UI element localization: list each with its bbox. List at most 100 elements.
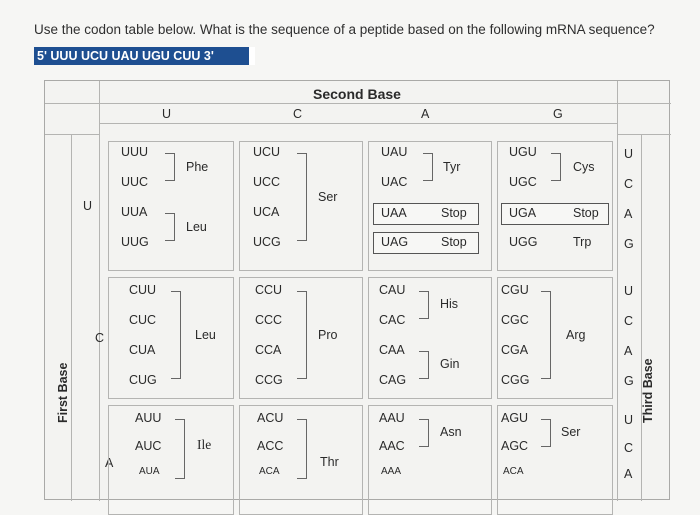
column-header-divider — [99, 123, 617, 124]
column-header-a: A — [421, 107, 430, 121]
codon-cgg: CGG — [501, 373, 530, 387]
codon-uau: UAU — [381, 145, 408, 159]
codon-acc: ACC — [257, 439, 284, 453]
codon-cau: CAU — [379, 283, 406, 297]
sequence-highlight-edge — [249, 47, 255, 65]
codon-ccu: CCU — [255, 283, 283, 297]
bracket-thr — [297, 419, 307, 479]
cell-ua — [368, 141, 492, 271]
codon-cgu: CGU — [501, 283, 529, 297]
codon-uaa: UAA — [381, 206, 407, 220]
cell-uc — [239, 141, 363, 271]
bracket-pro — [297, 291, 307, 379]
codon-ucc: UCC — [253, 175, 281, 189]
codon-aca: ACA — [259, 466, 280, 477]
aa-leu: Leu — [186, 220, 207, 234]
aa-thr: Thr — [320, 455, 339, 469]
codon-cag: CAG — [379, 373, 407, 387]
third-base-inner-line — [641, 135, 642, 501]
codon-acu: ACU — [257, 411, 284, 425]
stop-box-uga — [501, 203, 609, 225]
cell-cg — [497, 277, 613, 399]
codon-uua: UUA — [121, 205, 148, 219]
cell-ca — [368, 277, 492, 399]
aa-ser-a: Ser — [561, 425, 581, 439]
codon-ugg: UGG — [509, 235, 538, 249]
codon-aac: AAC — [379, 439, 405, 453]
codon-uuu: UUU — [121, 145, 149, 159]
bracket-arg — [541, 291, 551, 379]
aa-stop-uag: Stop — [441, 235, 467, 249]
third-base-5: U — [624, 284, 634, 298]
third-base-1: U — [624, 147, 634, 161]
aa-cys: Cys — [573, 160, 595, 174]
aa-asn: Asn — [440, 425, 462, 439]
codon-aga: ACA — [503, 466, 524, 477]
bracket-gin — [419, 351, 429, 379]
bracket-phe — [165, 153, 175, 181]
codon-cuu: CUU — [129, 283, 157, 297]
first-base-top-line — [45, 134, 99, 135]
aa-tyr: Tyr — [443, 160, 461, 174]
codon-ugu: UGU — [509, 145, 537, 159]
codon-cgc: CGC — [501, 313, 529, 327]
first-base-inner-line — [71, 135, 72, 501]
codon-cga: CGA — [501, 343, 529, 357]
aa-pro: Pro — [318, 328, 338, 342]
cell-uu — [108, 141, 234, 271]
aa-ile: Ile — [197, 437, 212, 452]
codon-ugc: UGC — [509, 175, 537, 189]
aa-leu-c: Leu — [195, 328, 216, 342]
third-base-divider — [617, 81, 618, 501]
first-base-divider — [99, 81, 100, 501]
mrna-sequence: 5' UUU UCU UAU UGU CUU 3' — [34, 47, 249, 65]
bracket-asn — [419, 419, 429, 447]
bracket-ser — [297, 153, 307, 241]
codon-ccc: CCC — [255, 313, 283, 327]
column-header-c: C — [293, 107, 303, 121]
codon-cua: CUA — [129, 343, 156, 357]
codon-agu: AGU — [501, 411, 529, 425]
codon-auc: AUC — [135, 439, 162, 453]
third-base-7: A — [624, 344, 633, 358]
codon-uug: UUG — [121, 235, 149, 249]
aa-gin: Gin — [440, 357, 460, 371]
second-base-header: Second Base — [313, 86, 401, 102]
bracket-his — [419, 291, 429, 319]
bracket-leu — [165, 213, 175, 241]
first-base-u: U — [83, 199, 93, 213]
aa-phe: Phe — [186, 160, 209, 174]
bracket-cys — [551, 153, 561, 181]
codon-uga: UGA — [509, 206, 537, 220]
third-base-2: C — [624, 177, 634, 191]
third-base-3: A — [624, 207, 633, 221]
aa-arg: Arg — [566, 328, 586, 342]
codon-ccg: CCG — [255, 373, 283, 387]
aa-stop-uga: Stop — [573, 206, 599, 220]
codon-aaa: AAA — [381, 466, 402, 477]
codon-uac: UAC — [381, 175, 408, 189]
bracket-ser-a — [541, 419, 551, 447]
aa-ser: Ser — [318, 190, 338, 204]
aa-trp: Trp — [573, 235, 592, 249]
codon-ucu: UCU — [253, 145, 281, 159]
cell-au — [108, 405, 234, 515]
codon-cug: CUG — [129, 373, 157, 387]
codon-agc: AGC — [501, 439, 529, 453]
stop-box-uag — [373, 232, 479, 254]
question-text: Use the codon table below. What is the s… — [34, 22, 655, 37]
codon-aua: AUA — [139, 466, 160, 477]
cell-ug — [497, 141, 613, 271]
third-base-label: Third Base — [641, 358, 655, 423]
aa-stop-uaa: Stop — [441, 206, 467, 220]
codon-uca: UCA — [253, 205, 280, 219]
third-base-top-line — [617, 134, 671, 135]
codon-aau: AAU — [379, 411, 405, 425]
codon-cca: CCA — [255, 343, 282, 357]
codon-cuc: CUC — [129, 313, 157, 327]
column-header-g: G — [553, 107, 563, 121]
first-base-c: C — [95, 331, 105, 345]
stop-box-uaa — [373, 203, 479, 225]
third-base-10: C — [624, 441, 634, 455]
bracket-leu-c — [171, 291, 181, 379]
